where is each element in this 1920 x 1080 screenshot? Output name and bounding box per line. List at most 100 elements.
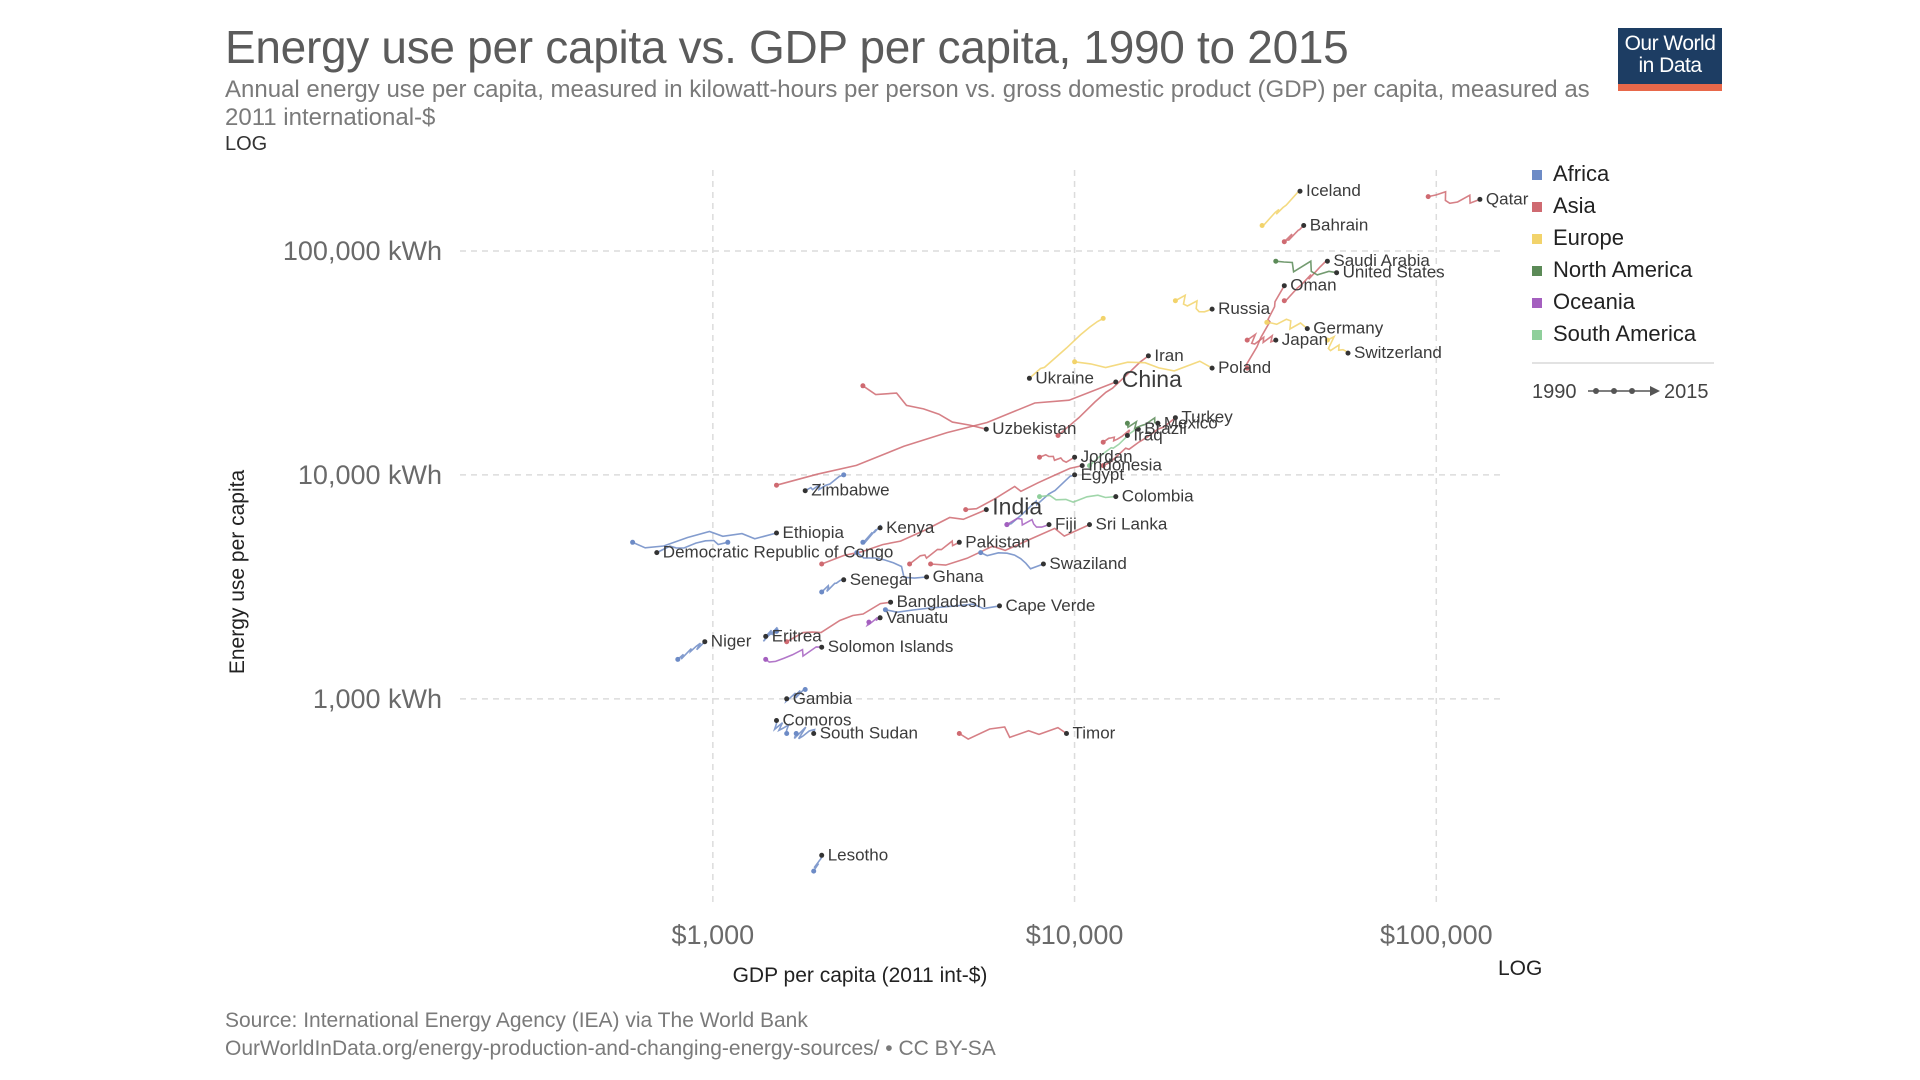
country-label[interactable]: Poland xyxy=(1218,358,1271,377)
start-point-1990[interactable] xyxy=(1273,258,1279,264)
country-trajectory[interactable] xyxy=(786,601,891,643)
country-trajectory[interactable] xyxy=(1102,429,1131,443)
country-trajectory[interactable] xyxy=(765,646,822,663)
country-trajectory[interactable] xyxy=(885,603,1000,614)
country-label[interactable]: Germany xyxy=(1313,319,1383,338)
start-point-1990[interactable] xyxy=(1072,359,1078,365)
end-point-2015[interactable] xyxy=(1301,223,1307,228)
country-trajectory[interactable] xyxy=(862,385,987,430)
end-point-2015[interactable] xyxy=(1304,326,1310,332)
end-point-2015[interactable] xyxy=(888,599,894,605)
end-point-2015[interactable] xyxy=(1026,375,1032,381)
country-trajectory[interactable] xyxy=(1088,428,1139,467)
start-point-1990[interactable] xyxy=(793,731,799,736)
country-label[interactable]: Brazil xyxy=(1144,419,1187,438)
end-point-2015[interactable] xyxy=(784,696,790,702)
end-point-2015[interactable] xyxy=(819,852,825,858)
x-scale-toggle[interactable]: LOG xyxy=(1498,957,1542,980)
legend-item-label[interactable]: Asia xyxy=(1553,193,1597,218)
start-point-1990[interactable] xyxy=(860,539,866,545)
country-label[interactable]: Gambia xyxy=(793,689,853,708)
owid-logo[interactable]: Our World in Data xyxy=(1618,28,1722,91)
end-point-2015[interactable] xyxy=(924,574,930,580)
country-label[interactable]: Egypt xyxy=(1081,465,1125,484)
country-trajectory[interactable] xyxy=(821,508,987,565)
start-point-1990[interactable] xyxy=(811,868,817,874)
start-point-1990[interactable] xyxy=(956,731,962,736)
legend-swatch[interactable] xyxy=(1532,330,1542,340)
start-point-1990[interactable] xyxy=(763,656,769,662)
legend-swatch[interactable] xyxy=(1532,202,1542,212)
start-point-1990[interactable] xyxy=(675,656,681,662)
end-point-2015[interactable] xyxy=(654,550,660,556)
country-label[interactable]: Indonesia xyxy=(1088,456,1162,475)
country-trajectory[interactable] xyxy=(909,539,960,565)
end-point-2015[interactable] xyxy=(1113,494,1119,500)
country-label[interactable]: Mexico xyxy=(1164,413,1218,432)
country-trajectory[interactable] xyxy=(1261,190,1301,228)
start-point-1990[interactable] xyxy=(1004,522,1010,528)
country-trajectory[interactable] xyxy=(1175,293,1213,313)
end-point-2015[interactable] xyxy=(1040,561,1046,567)
end-point-2015[interactable] xyxy=(1155,420,1161,426)
country-label[interactable]: Democratic Republic of Congo xyxy=(663,543,894,562)
country-label[interactable]: Zimbabwe xyxy=(811,481,889,500)
end-point-2015[interactable] xyxy=(702,639,708,645)
legend-swatch[interactable] xyxy=(1532,234,1542,244)
country-label[interactable]: Niger xyxy=(711,632,752,651)
legend-item-label[interactable]: North America xyxy=(1553,257,1693,282)
country-label[interactable]: Jordan xyxy=(1081,447,1133,466)
country-label[interactable]: Cape Verde xyxy=(1006,596,1096,615)
country-label[interactable]: Kenya xyxy=(886,518,935,537)
country-label[interactable]: Iceland xyxy=(1306,181,1361,200)
end-point-2015[interactable] xyxy=(802,488,808,494)
start-point-1990[interactable] xyxy=(819,589,825,595)
country-trajectory[interactable] xyxy=(1266,318,1308,331)
start-point-1990[interactable] xyxy=(1244,365,1250,371)
country-trajectory[interactable] xyxy=(1039,494,1116,503)
end-point-2015[interactable] xyxy=(1334,270,1340,276)
start-point-1990[interactable] xyxy=(854,550,860,556)
end-point-2015[interactable] xyxy=(763,633,769,639)
start-point-1990[interactable] xyxy=(1100,463,1106,469)
legend-item-label[interactable]: Oceania xyxy=(1553,289,1636,314)
country-label[interactable]: Fiji xyxy=(1055,515,1077,534)
start-point-1990[interactable] xyxy=(1172,298,1178,304)
country-trajectory[interactable] xyxy=(1246,332,1277,345)
country-trajectory[interactable] xyxy=(776,381,1117,486)
end-point-2015[interactable] xyxy=(1145,353,1151,359)
country-label[interactable]: Saudi Arabia xyxy=(1333,251,1430,270)
country-label[interactable]: Bahrain xyxy=(1310,216,1369,235)
start-point-1990[interactable] xyxy=(725,539,731,545)
end-point-2015[interactable] xyxy=(819,644,825,650)
start-point-1990[interactable] xyxy=(774,482,779,488)
start-point-1990[interactable] xyxy=(1264,319,1270,325)
start-point-1990[interactable] xyxy=(1425,194,1431,200)
end-point-2015[interactable] xyxy=(841,577,847,583)
end-point-2015[interactable] xyxy=(1072,472,1078,478)
end-point-2015[interactable] xyxy=(1273,337,1279,343)
country-label[interactable]: Pakistan xyxy=(965,532,1030,551)
country-trajectory[interactable] xyxy=(1275,259,1337,276)
start-point-1990[interactable] xyxy=(978,550,984,556)
country-label[interactable]: Swaziland xyxy=(1049,554,1127,573)
end-point-2015[interactable] xyxy=(983,507,989,513)
end-point-2015[interactable] xyxy=(877,525,883,531)
country-label[interactable]: India xyxy=(992,494,1042,520)
country-trajectory[interactable] xyxy=(1057,355,1149,437)
start-point-1990[interactable] xyxy=(802,687,808,692)
country-trajectory[interactable] xyxy=(1283,259,1328,303)
start-point-1990[interactable] xyxy=(1281,298,1287,304)
country-label[interactable]: Ghana xyxy=(933,567,985,586)
end-point-2015[interactable] xyxy=(997,603,1002,609)
start-point-1990[interactable] xyxy=(882,607,888,613)
end-point-2015[interactable] xyxy=(1345,350,1351,356)
end-point-2015[interactable] xyxy=(774,718,779,723)
end-point-2015[interactable] xyxy=(1281,283,1287,289)
start-point-1990[interactable] xyxy=(860,383,866,389)
country-label[interactable]: Colombia xyxy=(1122,487,1194,506)
end-point-2015[interactable] xyxy=(1209,306,1215,312)
start-point-1990[interactable] xyxy=(784,731,790,736)
end-point-2015[interactable] xyxy=(1324,258,1330,264)
start-point-1990[interactable] xyxy=(1124,420,1130,426)
